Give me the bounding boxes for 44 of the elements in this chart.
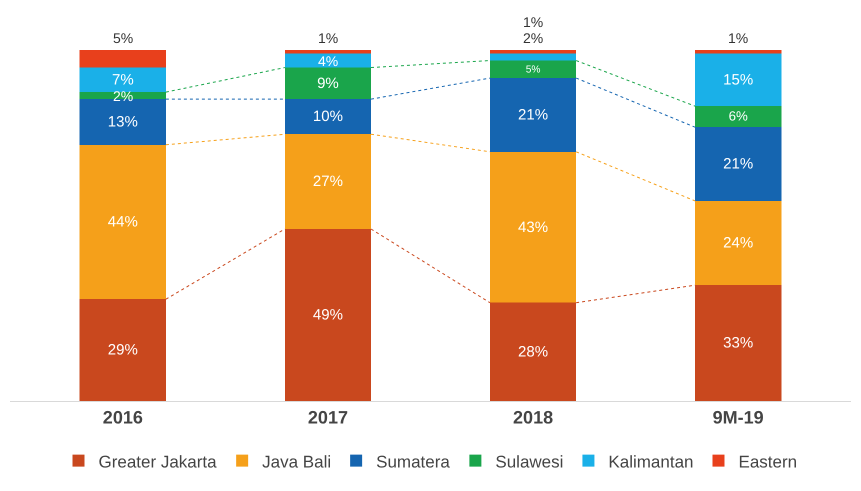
data-label: 1% (523, 14, 544, 30)
bar (695, 50, 782, 54)
x-tick-label: 2018 (513, 408, 554, 428)
legend-label: Greater Jakarta (98, 452, 218, 472)
data-label: 44% (108, 213, 138, 230)
data-label: 1% (728, 30, 748, 46)
data-label: 33% (723, 334, 754, 352)
data-label: 24% (723, 234, 754, 252)
data-label: 28% (518, 343, 548, 360)
data-label: 29% (108, 342, 138, 359)
data-label: 6% (728, 108, 748, 124)
bar (284, 54, 372, 68)
data-label: 15% (723, 71, 754, 88)
bar (695, 285, 782, 401)
data-label: 2% (523, 30, 544, 46)
data-label: 5% (526, 64, 540, 76)
bar (284, 50, 372, 54)
legend-label: Eastern (738, 452, 798, 472)
data-label: 10% (312, 108, 343, 126)
legend-label: Sulawesi (495, 452, 564, 472)
bar (80, 68, 166, 92)
data-label: 49% (312, 306, 343, 324)
bar (80, 50, 166, 68)
data-label: 43% (518, 218, 548, 236)
data-label: 27% (312, 173, 343, 190)
bar (490, 50, 576, 54)
x-tick-label: 2017 (308, 408, 348, 428)
data-label: 4% (318, 53, 338, 69)
bar (80, 144, 166, 300)
x-tick-label: 9M-19 (712, 408, 764, 428)
data-label: 7% (112, 71, 134, 88)
data-label: 5% (113, 30, 134, 46)
data-label: 1% (318, 30, 338, 46)
legend-label: Kalimantan (608, 452, 694, 472)
bar (490, 54, 576, 61)
x-tick-label: 2016 (102, 408, 143, 428)
data-label: 21% (723, 156, 754, 173)
bar (695, 54, 782, 106)
data-label: 2% (113, 88, 134, 104)
data-label: 13% (108, 113, 138, 130)
legend-label: Sumatera (376, 452, 450, 472)
data-label: 21% (518, 106, 548, 124)
legend-label: Java Bali (262, 452, 332, 472)
data-label: 9% (317, 74, 339, 92)
